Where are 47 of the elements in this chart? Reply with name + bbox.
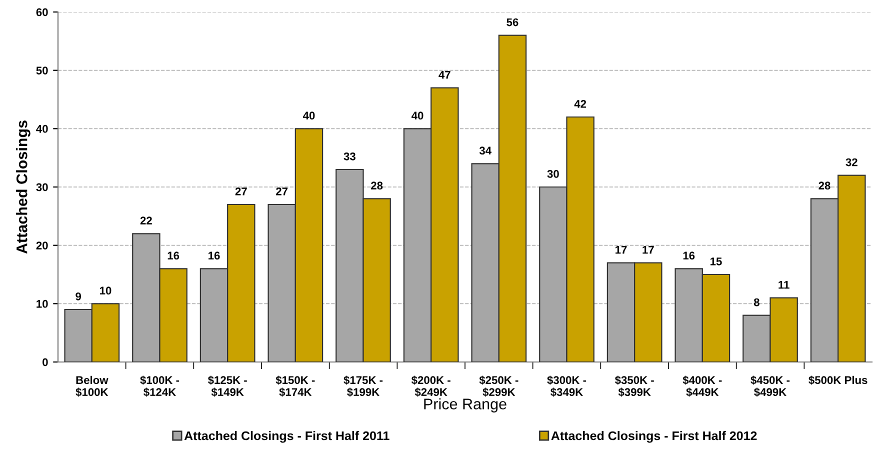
- x-axis-title: Price Range: [424, 398, 506, 412]
- data-label: 42: [574, 100, 586, 108]
- x-tick-label: $175K - $199K: [344, 376, 383, 397]
- data-label: 28: [371, 182, 383, 190]
- y-tick-label: 60: [36, 8, 48, 16]
- y-tick-label: 30: [36, 183, 48, 192]
- y-tick-label: 20: [36, 242, 48, 250]
- x-tick-label: $400K - $449K: [682, 376, 722, 397]
- data-label: 17: [616, 246, 627, 254]
- data-label: 11: [778, 280, 790, 289]
- data-label: 32: [846, 158, 858, 166]
- data-label: 17: [642, 246, 654, 254]
- legend-label: Attached Closings - First Half 2012: [551, 431, 757, 443]
- y-tick-label: 40: [36, 124, 48, 133]
- data-label: 16: [168, 252, 180, 260]
- data-label: 10: [100, 286, 112, 295]
- legend-label: Attached Closings - First Half 2011: [184, 431, 390, 443]
- data-label: 16: [683, 252, 695, 260]
- x-tick-label: $450K - $499K: [750, 376, 790, 397]
- data-label: 30: [547, 170, 559, 178]
- data-label: 34: [479, 146, 492, 155]
- data-label: 22: [140, 216, 152, 224]
- data-label: 40: [302, 112, 315, 120]
- data-label: 27: [235, 187, 247, 196]
- x-tick-label: $125K - $149K: [208, 376, 247, 397]
- y-tick-label: 50: [36, 66, 48, 74]
- x-tick-label: $500K Plus: [808, 376, 868, 385]
- x-tick-label: $100K - $124K: [140, 376, 180, 397]
- y-tick-label: 10: [36, 300, 48, 308]
- x-tick-label: $200K - $249K: [411, 376, 450, 397]
- data-label: 28: [818, 182, 830, 190]
- y-tick-label: 0: [42, 358, 48, 366]
- data-label: 9: [76, 292, 82, 300]
- y-axis-title: Attached Closings: [16, 120, 30, 254]
- data-label: 33: [344, 152, 356, 160]
- x-tick-label: $350K - $399K: [614, 376, 654, 397]
- data-label: 8: [754, 298, 760, 306]
- data-label: 40: [412, 112, 424, 120]
- x-tick-label: $250K - $299K: [479, 376, 518, 397]
- data-label: 47: [438, 70, 450, 79]
- data-label: 15: [710, 258, 722, 266]
- data-label: 27: [276, 187, 288, 196]
- data-label: 16: [208, 252, 220, 260]
- data-label: 56: [506, 18, 518, 26]
- x-tick-label: $300K - $349K: [547, 376, 586, 397]
- x-tick-label: Below $100K: [76, 376, 108, 397]
- x-tick-label: $150K - $174K: [276, 376, 315, 397]
